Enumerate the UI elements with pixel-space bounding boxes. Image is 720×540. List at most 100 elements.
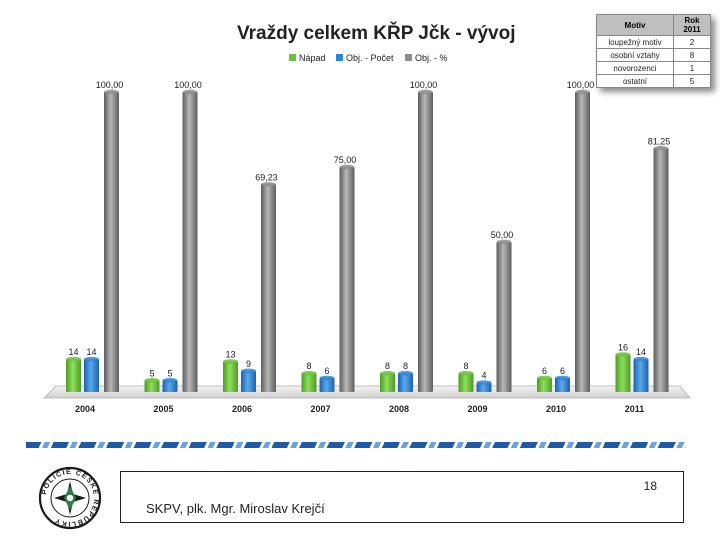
- data-label: 8: [385, 361, 390, 371]
- data-label: 4: [481, 371, 486, 381]
- page-number: 18: [643, 479, 657, 493]
- chart-bars: [66, 89, 669, 392]
- data-label: 100,00: [410, 80, 438, 90]
- bar-top: [261, 182, 276, 187]
- motive-table-header: Motiv Rok 2011: [596, 14, 711, 36]
- data-label: 8: [306, 361, 311, 371]
- legend-label: Nápad: [299, 53, 326, 63]
- bar-top: [301, 371, 317, 376]
- motive-cell: ostatní: [596, 74, 674, 88]
- bar: [223, 361, 238, 392]
- bar-chart: Vraždy celkem KŘP Jčk - vývoj Nápad Obj. …: [42, 22, 692, 414]
- data-label: 14: [86, 347, 96, 357]
- table-row: osobní vztahy 8: [596, 48, 711, 62]
- bar: [241, 370, 256, 392]
- chart-x-ticks: 2004 2005 2006 2007 2008 2009 2010 2011: [75, 404, 644, 414]
- table-row: novorozenci 1: [596, 61, 711, 75]
- count-cell: 5: [673, 74, 711, 88]
- bar-top: [476, 380, 492, 385]
- data-label: 5: [167, 368, 172, 378]
- bar-top: [223, 359, 238, 364]
- count-cell: 2: [673, 35, 711, 49]
- data-label: 5: [149, 368, 154, 378]
- data-label: 75,00: [334, 155, 357, 165]
- bar-top: [182, 89, 198, 95]
- bar-top: [339, 164, 355, 170]
- bar-top: [162, 378, 178, 383]
- bar: [398, 373, 413, 392]
- bar-top: [537, 375, 552, 381]
- x-tick-label: 2005: [153, 404, 173, 414]
- data-label: 14: [636, 347, 646, 357]
- bar: [261, 184, 276, 392]
- data-label: 100,00: [567, 80, 595, 90]
- bar: [301, 373, 317, 392]
- x-tick-label: 2009: [467, 404, 487, 414]
- bar: [162, 380, 178, 392]
- chart-legend: Nápad Obj. - Počet Obj. - %: [289, 53, 448, 63]
- x-tick-label: 2011: [625, 404, 645, 414]
- bar: [418, 92, 433, 392]
- bar-top: [615, 352, 631, 357]
- motive-header: Motiv: [596, 14, 674, 36]
- bar: [555, 377, 570, 392]
- x-tick-label: 2008: [389, 404, 409, 414]
- motive-cell: osobní vztahy: [596, 48, 674, 62]
- legend-swatch: [289, 54, 296, 61]
- data-label: 6: [324, 366, 329, 376]
- bar-top: [380, 371, 395, 376]
- motive-table: Motiv Rok 2011 loupežný motiv 2 osobní v…: [596, 14, 711, 88]
- data-label: 9: [246, 359, 251, 369]
- bar: [476, 382, 492, 392]
- bar-top: [66, 356, 81, 362]
- data-label: 6: [560, 366, 565, 376]
- bar: [380, 373, 395, 392]
- bar: [653, 148, 669, 392]
- bar-top: [458, 371, 474, 376]
- police-badge-icon: POLICIE ČESKÉ REPUBLIKY: [38, 466, 102, 530]
- data-label: 100,00: [174, 80, 202, 90]
- bar: [615, 354, 631, 392]
- data-label: 16: [618, 342, 628, 352]
- bar: [319, 377, 335, 392]
- bar: [182, 92, 198, 392]
- bar: [104, 92, 119, 392]
- decorative-stripe: [26, 442, 686, 448]
- motive-cell: loupežný motiv: [596, 35, 674, 49]
- data-label: 69,23: [255, 172, 278, 182]
- bar-top: [104, 89, 119, 95]
- x-tick-label: 2007: [310, 404, 330, 414]
- bar-top: [633, 356, 649, 362]
- count-cell: 1: [673, 61, 711, 75]
- chart-title: Vraždy celkem KŘP Jčk - vývoj: [237, 22, 515, 44]
- bar-top: [555, 375, 570, 381]
- data-label: 50,00: [491, 230, 514, 240]
- x-tick-label: 2010: [546, 404, 566, 414]
- bar: [144, 380, 160, 392]
- bar-top: [241, 368, 256, 374]
- bar-top: [144, 378, 160, 383]
- bar: [633, 359, 649, 392]
- data-label: 13: [225, 349, 235, 359]
- bar-top: [575, 89, 590, 95]
- data-label: 6: [542, 366, 547, 376]
- legend-swatch: [336, 54, 343, 61]
- chart-value-labels: 14 14 100,00 5 5 100,00 13 9 69,23 8 6 75,00 8 8 100,0…: [68, 80, 670, 381]
- year-header: Rok 2011: [673, 14, 711, 36]
- bar-top: [398, 371, 413, 376]
- bar-top: [418, 89, 433, 95]
- bar: [66, 359, 81, 392]
- data-label: 8: [403, 361, 408, 371]
- bar: [496, 242, 512, 392]
- legend-label: Obj. - Počet: [346, 53, 394, 63]
- bar-top: [653, 146, 669, 151]
- bar-top: [84, 356, 99, 362]
- footer-author: SKPV, plk. Mgr. Miroslav Krejčí: [146, 501, 325, 516]
- data-label: 81,25: [648, 136, 671, 146]
- data-label: 8: [463, 361, 468, 371]
- table-row: ostatní 5: [596, 74, 711, 88]
- legend-swatch: [405, 54, 412, 61]
- chart-floor: [42, 385, 692, 399]
- bar: [84, 359, 99, 392]
- footer-box: 18 SKPV, plk. Mgr. Miroslav Krejčí: [120, 471, 684, 523]
